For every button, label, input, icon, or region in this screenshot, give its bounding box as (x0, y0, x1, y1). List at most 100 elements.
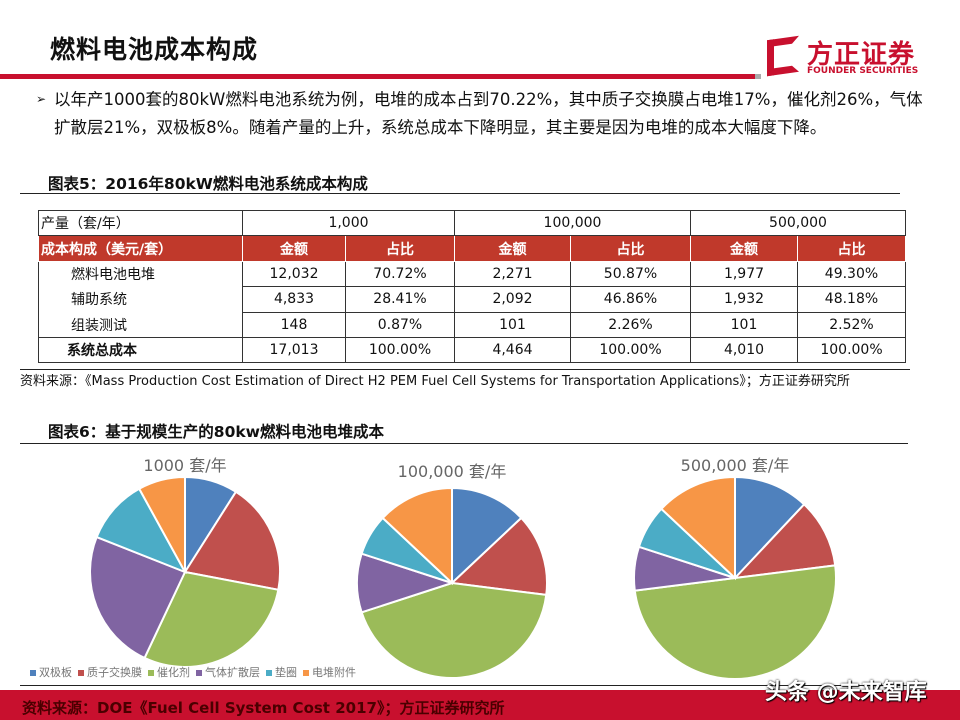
chart-legend: 双极板 质子交换膜 催化剂 气体扩散层 垫圈 电堆附件 (30, 664, 356, 680)
table-cell: 100.00% (345, 336, 455, 364)
bullet-arrow-icon: ➢ (36, 92, 47, 106)
header-cell: 金额 (242, 235, 346, 262)
title-divider (0, 74, 761, 79)
pie-chart-2: 500,000 套/年 (633, 456, 837, 680)
legend-swatch-icon (78, 670, 84, 676)
caption-divider (20, 193, 900, 194)
header-cell: 占比 (797, 235, 906, 262)
row-label: 燃料电池电堆 (38, 261, 243, 287)
legend-item: 双极板 (30, 664, 72, 680)
table-cell: 1,977 (690, 260, 798, 288)
header-cell: 金额 (690, 235, 798, 262)
cost-table: 产量（套/年） 1,000 100,000 500,000 成本构成（美元/套）… (38, 209, 906, 364)
pie-slice-双极板 (734, 475, 806, 581)
pie-slice-电堆附件 (659, 475, 736, 581)
header-cell: 占比 (345, 235, 455, 262)
pie-slice-双极板 (451, 486, 523, 586)
legend-swatch-icon (196, 670, 202, 676)
legend-label: 双极板 (39, 666, 72, 679)
logo-text-cn: 方正证券 (807, 40, 916, 70)
pie-title: 500,000 套/年 (681, 456, 790, 475)
watermark: 头条 @未来智库 (765, 680, 927, 705)
table-cell: 4,464 (454, 336, 571, 364)
table-cell: 28.41% (345, 286, 455, 313)
table-cell: 101 (690, 311, 798, 338)
header-cell: 金额 (454, 235, 571, 262)
table-cell: 101 (454, 311, 571, 338)
page-title: 燃料电池成本构成 (50, 35, 259, 64)
pie-slice-气体扩散层 (89, 535, 187, 660)
table-source: 资料来源：《Mass Production Cost Estimation of… (20, 374, 850, 389)
pie-slice-质子交换膜 (183, 490, 281, 591)
pie-slice-催化剂 (143, 570, 280, 668)
table-cell: 17,013 (242, 336, 346, 364)
header-row: 成本构成（美元/套） 金额 占比 金额 占比 金额 占比 (38, 235, 906, 262)
table-cell: 48.18% (797, 286, 906, 313)
legend-item: 气体扩散层 (196, 664, 260, 680)
pie-slice-电堆附件 (381, 486, 453, 586)
table-cell: 0.87% (345, 311, 455, 338)
table-row: 燃料电池电堆 12,032 70.72% 2,271 50.87% 1,977 49.30% (38, 260, 906, 288)
legend-label: 电堆附件 (312, 666, 356, 679)
legend-label: 催化剂 (157, 666, 190, 679)
logo-mark-icon (767, 35, 799, 77)
table-cell: 1,932 (690, 286, 798, 313)
table-cell: 148 (242, 311, 346, 338)
table-cell: 2,271 (454, 260, 571, 288)
legend-swatch-icon (148, 670, 154, 676)
table-row: 辅助系统 4,833 28.41% 2,092 46.86% 1,932 48.18% (38, 286, 906, 313)
output-500000: 500,000 (690, 209, 906, 237)
pie-slice-质子交换膜 (732, 502, 837, 580)
legend-swatch-icon (266, 670, 272, 676)
summary-text: 以年产1000套的80kW燃料电池系统为例，电堆的成本占到70.22%，其中质子… (54, 90, 923, 137)
legend-swatch-icon (303, 670, 309, 676)
pie-title: 1000 套/年 (143, 456, 226, 475)
legend-swatch-icon (30, 670, 36, 676)
row-label: 系统总成本 (38, 336, 243, 364)
table-cell: 2.26% (570, 311, 691, 338)
table-row: 组装测试 148 0.87% 101 2.26% 101 2.52% (38, 311, 906, 338)
header-cell: 成本构成（美元/套） (38, 235, 243, 262)
output-100000: 100,000 (454, 209, 691, 237)
header-cell: 占比 (570, 235, 691, 262)
legend-label: 垫圈 (275, 666, 297, 679)
legend-item: 催化剂 (148, 664, 190, 680)
table-cell: 2,092 (454, 286, 571, 313)
logo-text-en: FOUNDER SECURITIES (807, 66, 919, 76)
legend-label: 气体扩散层 (205, 666, 260, 679)
table-cell: 100.00% (570, 336, 691, 364)
table-cell: 4,010 (690, 336, 798, 364)
legend-item: 垫圈 (266, 664, 297, 680)
legend-item: 质子交换膜 (78, 664, 142, 680)
pie-chart-1: 100,000 套/年 (356, 462, 548, 679)
pie-slice-质子交换膜 (449, 516, 548, 597)
table-caption: 图表5：2016年80kW燃料电池系统成本构成 (48, 175, 368, 193)
pie-slice-催化剂 (633, 564, 837, 680)
row-label: 辅助系统 (38, 286, 243, 313)
footer-bar (0, 690, 960, 720)
chart-caption: 图表6：基于规模生产的80kw燃料电池电堆成本 (48, 423, 384, 441)
pie-slice-垫圈 (95, 487, 188, 574)
table-row: 系统总成本 17,013 100.00% 4,464 100.00% 4,010 100.0… (38, 336, 906, 364)
table-cell: 70.72% (345, 260, 455, 288)
pie-slice-电堆附件 (137, 475, 186, 573)
pie-slice-催化剂 (360, 581, 548, 679)
chart-bottom-divider (20, 685, 908, 686)
chart-source: 资料来源：DOE《Fuel Cell System Cost 2017》；方正证… (22, 699, 505, 717)
legend-item: 电堆附件 (303, 664, 356, 680)
output-label: 产量（套/年） (38, 209, 243, 237)
table-cell: 12,032 (242, 260, 346, 288)
table-cell: 100.00% (797, 336, 906, 364)
table-cell: 2.52% (797, 311, 906, 338)
pie-chart-0: 1000 套/年 (89, 456, 281, 668)
output-row: 产量（套/年） 1,000 100,000 500,000 (38, 209, 906, 237)
founder-logo: 方正证券 FOUNDER SECURITIES (765, 35, 945, 82)
pie-charts: 1000 套/年 100,000 套/年 500,000 套/年 (89, 456, 837, 680)
table-cell: 50.87% (570, 260, 691, 288)
table-cell: 49.30% (797, 260, 906, 288)
table-cell: 4,833 (242, 286, 346, 313)
pie-title: 100,000 套/年 (398, 462, 507, 481)
row-label: 组装测试 (38, 312, 243, 338)
output-1000: 1,000 (242, 209, 455, 237)
summary-bullet: ➢ 以年产1000套的80kW燃料电池系统为例，电堆的成本占到70.22%，其中… (36, 86, 931, 141)
